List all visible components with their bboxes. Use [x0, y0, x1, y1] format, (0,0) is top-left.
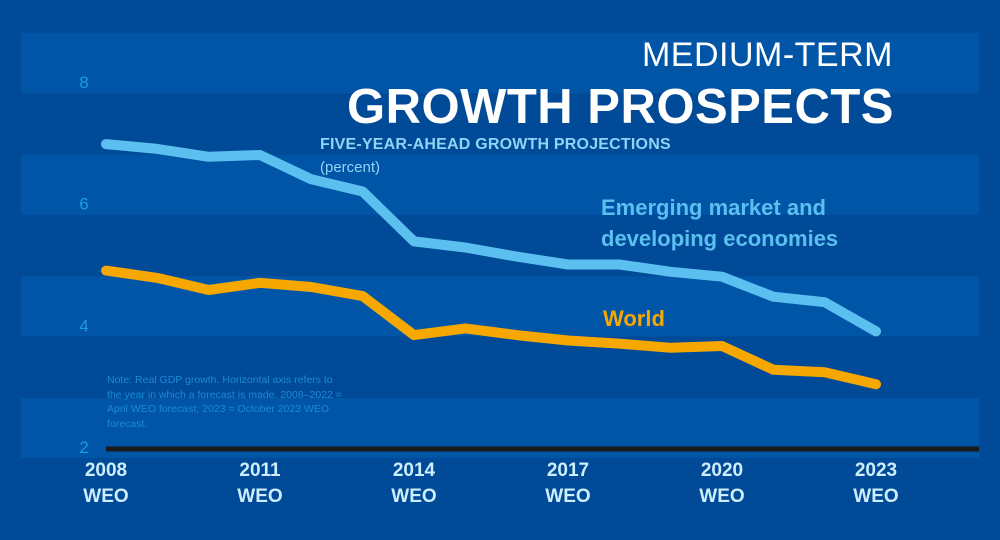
y-tick-label: 6: [79, 195, 88, 214]
chart-note: Note: Real GDP growth. Horizontal axis r…: [107, 374, 342, 430]
chart-subtitle: FIVE-YEAR-AHEAD GROWTH PROJECTIONS: [320, 136, 671, 153]
series-label-emde: Emerging market and developing economies: [601, 192, 838, 254]
background-band: [21, 154, 979, 215]
series-label-world: World: [603, 306, 665, 331]
series-label-emde-line-2: developing economies: [601, 226, 839, 251]
x-tick-label-line: WEO: [545, 486, 590, 507]
x-tick-label-line: 2008: [85, 460, 127, 481]
x-tick-label-line: 2014: [393, 460, 436, 481]
chart-title: GROWTH PROSPECTS: [346, 80, 894, 134]
x-tick-label: 2011 WEO: [237, 460, 282, 507]
x-tick-label-line: WEO: [391, 486, 436, 507]
x-axis-ticks: 2008 WEO 2011 WEO 2014 WEO 2017 WEO 2020 WEO 2023 W…: [83, 460, 898, 507]
y-tick-label: 4: [79, 316, 88, 335]
series-lines: [101, 139, 881, 390]
y-tick-label: 2: [79, 438, 88, 457]
x-tick-label: 2020 WEO: [699, 460, 744, 507]
x-tick-label: 2017 WEO: [545, 460, 590, 507]
x-tick-label-line: 2017: [547, 460, 589, 481]
series-label-emde-line-1: Emerging market and: [601, 195, 826, 220]
y-tick-label: 8: [79, 73, 88, 92]
x-tick-label-line: WEO: [83, 486, 128, 507]
y-axis-ticks: 2 4 6 8: [79, 73, 88, 457]
x-tick-label-line: WEO: [699, 486, 744, 507]
x-tick-label-line: WEO: [237, 486, 282, 507]
x-tick-label: 2008 WEO: [83, 460, 128, 507]
series-line-world: [101, 265, 881, 390]
x-tick-label-line: 2020: [701, 460, 743, 481]
x-tick-label-line: 2023: [855, 460, 897, 481]
series-line-emde: [101, 139, 881, 337]
x-tick-label: 2014 WEO: [391, 460, 436, 507]
x-tick-label-line: WEO: [853, 486, 898, 507]
x-tick-label-line: 2011: [239, 460, 281, 481]
chart-units: (percent): [320, 159, 381, 176]
x-tick-label: 2023 WEO: [853, 460, 898, 507]
background-band: [21, 33, 979, 93]
chart-supertitle: MEDIUM-TERM: [641, 36, 893, 74]
